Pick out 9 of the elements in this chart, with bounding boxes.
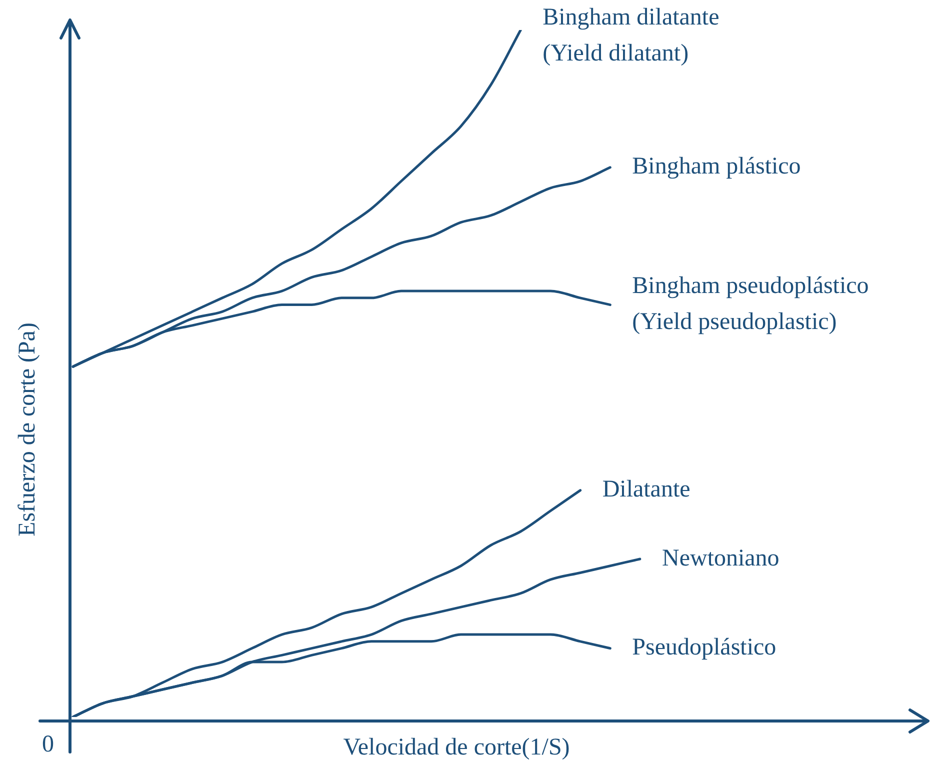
series-label: Pseudoplástico bbox=[632, 634, 776, 661]
series-label: Bingham plástico bbox=[632, 154, 801, 180]
series-label: Dilatante bbox=[602, 476, 690, 503]
y-axis-title: Esfuerzo de corte (Pa) bbox=[14, 322, 40, 536]
series-label: Bingham dilatante (Yield dilatant) bbox=[542, 4, 720, 66]
series-label: Bingham pseudoplástico (Yield pseudoplastic) bbox=[632, 273, 869, 336]
text: 0 bbox=[42, 731, 54, 758]
x-axis-title: Velocidad de corte(1/S) bbox=[343, 734, 570, 760]
series-label: Newtoniano bbox=[662, 545, 780, 572]
